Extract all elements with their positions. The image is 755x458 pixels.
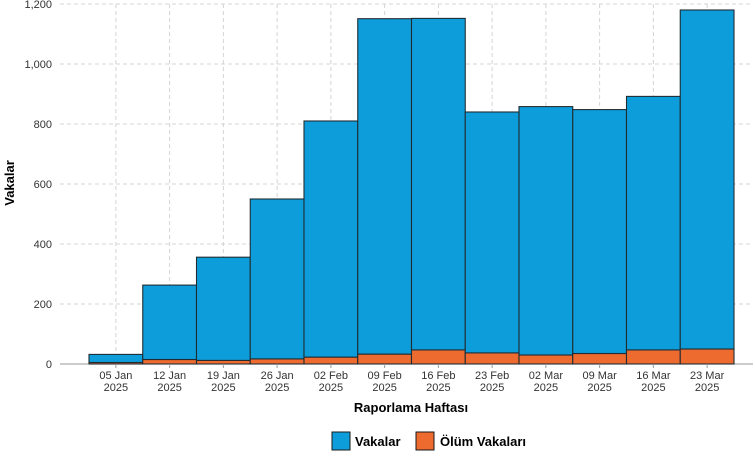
x-tick-label: 23 Feb bbox=[475, 370, 509, 382]
bar-olum-vakalari bbox=[464, 352, 520, 365]
bar-vakalar bbox=[195, 256, 251, 361]
x-tick-year-label: 2025 bbox=[426, 382, 450, 394]
x-tick-year-label: 2025 bbox=[587, 382, 611, 394]
x-tick-year-label: 2025 bbox=[265, 382, 289, 394]
x-tick-year-label: 2025 bbox=[104, 382, 128, 394]
bar-vakalar bbox=[410, 17, 466, 351]
bar-olum-vakalari bbox=[518, 354, 574, 365]
bar-olum-vakalari bbox=[572, 352, 628, 365]
y-tick-label: 800 bbox=[34, 119, 52, 131]
bar-vakalar bbox=[303, 120, 359, 358]
y-tick-label: 600 bbox=[34, 179, 52, 191]
x-tick-year-label: 2025 bbox=[480, 382, 504, 394]
bar-vakalar bbox=[464, 111, 520, 354]
x-tick-year-label: 2025 bbox=[534, 382, 558, 394]
bars bbox=[88, 9, 735, 365]
bar-vakalar bbox=[357, 18, 413, 355]
x-tick-label: 09 Feb bbox=[368, 370, 402, 382]
x-tick-year-label: 2025 bbox=[319, 382, 343, 394]
legend: Vakalar Ölüm Vakaları bbox=[331, 431, 526, 451]
legend-label-olum-vakalari: Ölüm Vakaları bbox=[440, 434, 526, 449]
x-tick-year-label: 2025 bbox=[157, 382, 181, 394]
bar-vakalar bbox=[142, 284, 198, 361]
y-axis-title: Vakalar bbox=[2, 160, 17, 206]
bar-vakalar bbox=[625, 95, 681, 351]
y-axis-ticks: 0 200 400 600 800 1,000 1,200 bbox=[24, 0, 52, 371]
bar-olum-vakalari bbox=[142, 358, 198, 365]
bar-vakalar bbox=[88, 353, 144, 364]
legend-swatch-olum-vakalari bbox=[415, 431, 435, 451]
y-tick-label: 1,200 bbox=[24, 0, 52, 11]
x-tick-label: 16 Feb bbox=[421, 370, 455, 382]
y-tick-label: 400 bbox=[34, 239, 52, 251]
x-tick-year-label: 2025 bbox=[695, 382, 719, 394]
x-tick-label: 02 Feb bbox=[314, 370, 348, 382]
x-tick-label: 09 Mar bbox=[583, 370, 618, 382]
bar-olum-vakalari bbox=[357, 353, 413, 365]
y-tick-label: 0 bbox=[46, 359, 52, 371]
x-tick-label: 12 Jan bbox=[153, 370, 186, 382]
bar-olum-vakalari bbox=[625, 349, 681, 365]
bar-vakalar bbox=[572, 109, 628, 355]
x-tick-label: 02 Mar bbox=[529, 370, 564, 382]
y-tick-label: 1,000 bbox=[24, 59, 52, 71]
legend-label-vakalar: Vakalar bbox=[355, 434, 401, 449]
y-tick-label: 200 bbox=[34, 299, 52, 311]
bar-vakalar bbox=[679, 9, 735, 350]
x-tick-label: 23 Mar bbox=[690, 370, 725, 382]
legend-swatch-vakalar bbox=[331, 431, 351, 451]
x-tick-year-label: 2025 bbox=[372, 382, 396, 394]
bar-olum-vakalari bbox=[679, 348, 735, 365]
bar-olum-vakalari bbox=[303, 356, 359, 365]
bar-vakalar bbox=[518, 106, 574, 356]
bar-olum-vakalari bbox=[410, 349, 466, 365]
bar-olum-vakalari bbox=[249, 358, 305, 365]
x-tick-label: 16 Mar bbox=[636, 370, 671, 382]
x-axis-title: Raporlama Haftası bbox=[354, 400, 468, 415]
bar-vakalar bbox=[249, 198, 305, 360]
x-tick-year-label: 2025 bbox=[211, 382, 235, 394]
x-tick-label: 26 Jan bbox=[261, 370, 294, 382]
x-tick-label: 05 Jan bbox=[99, 370, 132, 382]
x-tick-label: 19 Jan bbox=[207, 370, 240, 382]
x-tick-year-label: 2025 bbox=[641, 382, 665, 394]
